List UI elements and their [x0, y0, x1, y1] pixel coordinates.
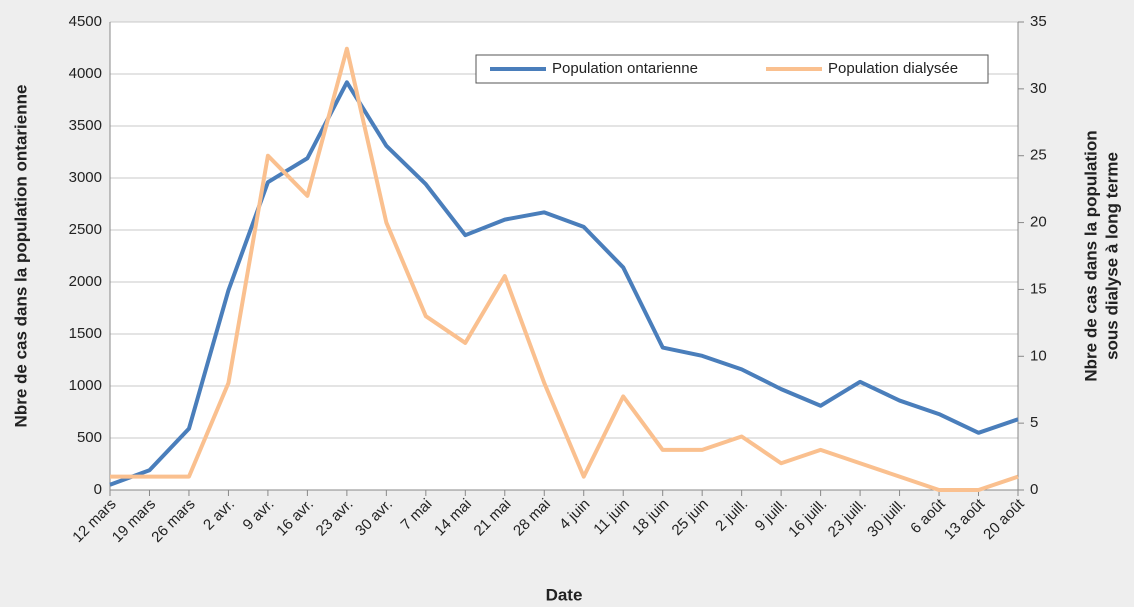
y-tick-label: 2500 [69, 221, 102, 238]
y-tick-label: 2000 [69, 273, 102, 290]
x-axis-title: Date [546, 585, 583, 604]
x-tick-label: 16 avr. [273, 496, 317, 540]
y-tick-label: 3500 [69, 117, 102, 134]
x-tick-label: 28 mai [510, 496, 554, 540]
y2-tick-label: 35 [1030, 13, 1047, 30]
x-tick-label: 16 juill. [785, 496, 830, 541]
y-axis-title: Nbre de cas dans la population ontarienn… [11, 85, 30, 428]
x-tick-label: 26 mars [148, 496, 198, 546]
y2-tick-label: 5 [1030, 414, 1038, 431]
x-tick-label: 25 juin [669, 496, 712, 539]
y2-tick-label: 20 [1030, 214, 1047, 231]
y2-tick-label: 30 [1030, 80, 1047, 97]
x-tick-label: 30 avr. [352, 496, 396, 540]
y-tick-label: 500 [77, 429, 102, 446]
x-tick-label: 7 mai [397, 496, 435, 534]
x-tick-label: 21 mai [471, 496, 515, 540]
plot-area [110, 22, 1018, 490]
x-tick-label: 23 juill. [825, 496, 870, 541]
x-tick-label: 11 juin [590, 496, 632, 538]
x-tick-label: 2 avr. [200, 496, 238, 534]
x-tick-label: 30 juill. [864, 496, 909, 541]
x-tick-label: 14 mai [431, 496, 475, 540]
y-tick-label: 1500 [69, 325, 102, 342]
x-tick-label: 4 juin [556, 496, 593, 533]
legend-label: Population ontarienne [552, 60, 698, 77]
x-tick-label: 23 avr. [313, 496, 357, 540]
y-tick-label: 1000 [69, 377, 102, 394]
x-tick-label: 2 juill. [712, 496, 751, 535]
y-tick-label: 3000 [69, 169, 102, 186]
y-tick-label: 4500 [69, 13, 102, 30]
y-tick-label: 4000 [69, 65, 102, 82]
legend-box [475, 54, 989, 84]
x-tick-label: 20 août [980, 495, 1028, 543]
y-tick-label: 0 [94, 481, 102, 498]
legend-label: Population dialysée [828, 60, 958, 77]
y2-axis-title: Nbre de cas dans la population [1081, 130, 1100, 381]
series-line [110, 46, 1019, 492]
y2-tick-label: 0 [1030, 481, 1038, 498]
y2-axis-title: sous dialyse à long terme [1102, 152, 1121, 360]
x-tick-label: 13 août [941, 495, 989, 543]
y2-tick-label: 25 [1030, 147, 1047, 164]
y2-tick-label: 15 [1030, 280, 1047, 297]
x-tick-label: 9 avr. [240, 496, 278, 534]
y2-tick-label: 10 [1030, 347, 1047, 364]
x-tick-label: 18 juin [629, 496, 672, 539]
